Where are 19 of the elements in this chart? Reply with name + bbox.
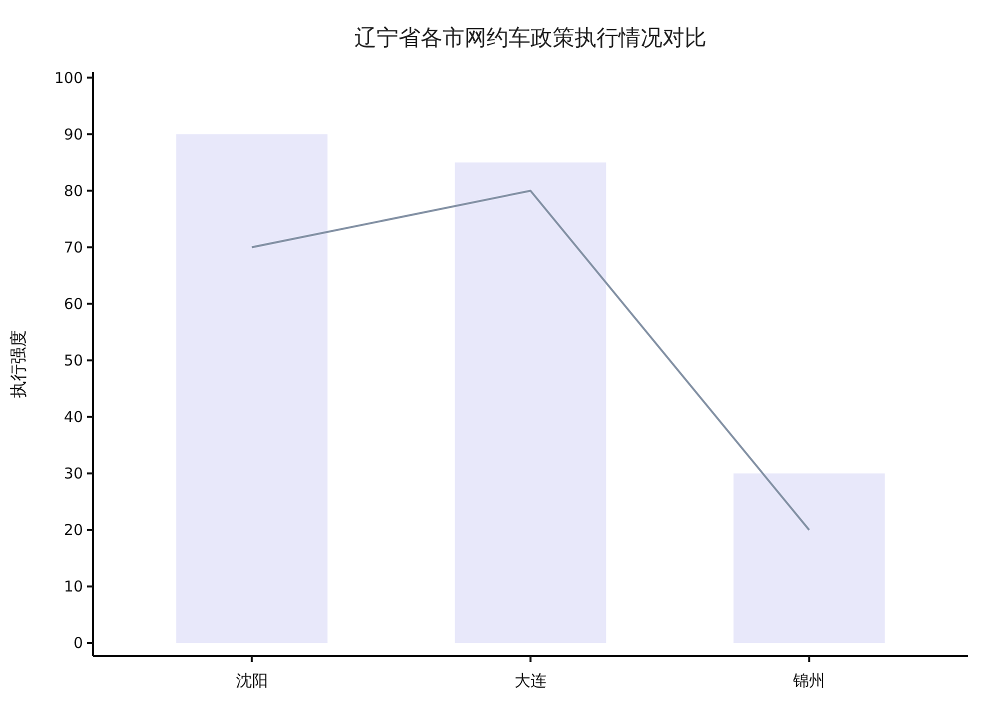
chart-title: 辽宁省各市网约车政策执行情况对比 [354, 26, 706, 51]
y-tick-label: 60 [64, 295, 83, 314]
x-tick-label: 锦州 [792, 671, 826, 690]
bar [176, 134, 328, 643]
y-tick-label: 40 [64, 408, 83, 426]
y-tick-label: 10 [64, 578, 83, 596]
y-tick-label: 80 [64, 182, 83, 200]
x-tick-label: 沈阳 [236, 671, 268, 690]
bar [734, 473, 885, 643]
y-tick-label: 20 [64, 521, 83, 540]
y-axis-title: 执行强度 [9, 330, 29, 398]
y-tick-label: 30 [64, 464, 83, 483]
y-tick-label: 90 [64, 125, 83, 144]
y-tick-label: 100 [54, 68, 83, 87]
y-tick-label: 70 [64, 238, 83, 257]
bar [454, 162, 606, 643]
y-tick-label: 0 [73, 634, 83, 652]
x-tick-label: 大连 [514, 671, 546, 690]
y-tick-label: 50 [64, 352, 83, 370]
